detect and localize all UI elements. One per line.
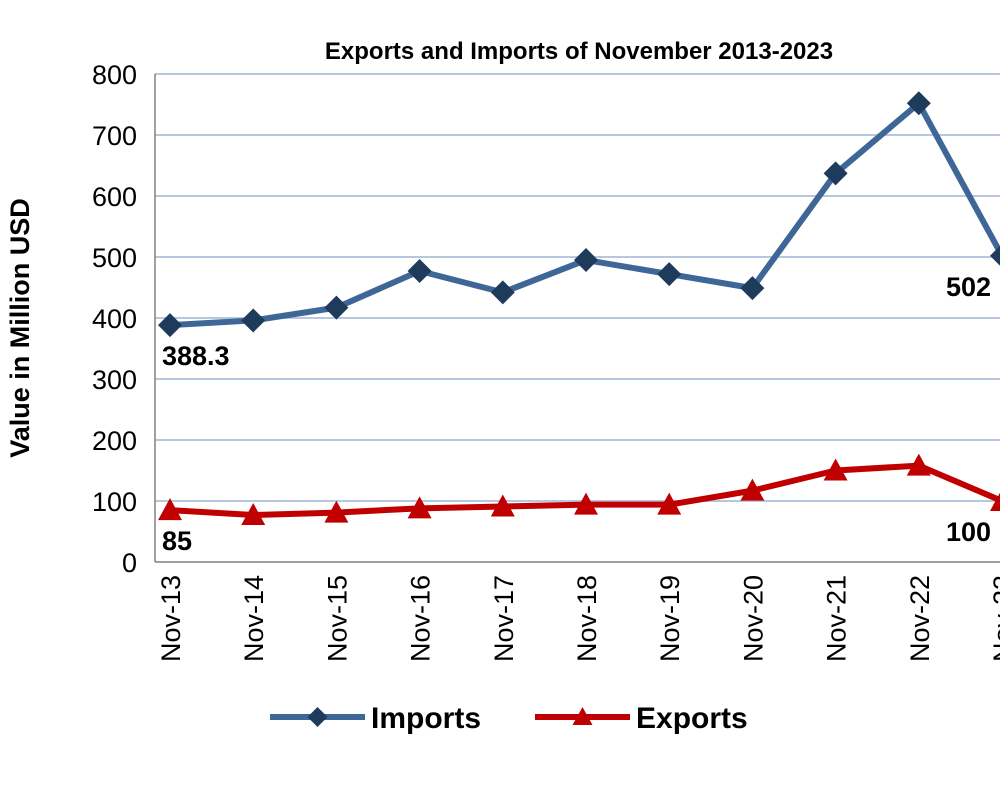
y-tick-label: 500: [92, 243, 137, 273]
x-tick-label: Nov-14: [239, 575, 269, 662]
imports-point: [574, 248, 598, 273]
x-tick-label: Nov-16: [406, 575, 436, 662]
imports-point: [740, 276, 765, 301]
x-tick-label: Nov-20: [738, 575, 768, 662]
x-tick-label: Nov-13: [156, 575, 186, 662]
y-tick-label: 800: [92, 60, 137, 90]
x-tick-label: Nov-21: [822, 575, 852, 662]
exports-point: [241, 503, 266, 526]
legend-diamond-icon: [307, 707, 328, 727]
x-tick-label: Nov-17: [489, 575, 519, 662]
imports-point: [823, 161, 848, 186]
imports-point: [407, 259, 432, 284]
data-label-exports: 100: [946, 517, 991, 547]
y-tick-labels: 0 100 200 300 400 500 600 700 800: [92, 60, 137, 578]
x-tick-label: Nov-23: [988, 575, 1000, 662]
x-tick-label: Nov-19: [655, 575, 685, 662]
exports-point: [823, 458, 848, 481]
exports-point: [158, 498, 182, 521]
exports-point: [740, 478, 765, 501]
y-tick-label: 0: [122, 548, 137, 578]
exports-point: [990, 492, 1000, 511]
imports-point: [657, 262, 682, 287]
imports-point: [158, 313, 182, 338]
y-tick-label: 700: [92, 121, 137, 151]
imports-point: [241, 308, 266, 333]
y-tick-label: 400: [92, 304, 137, 334]
y-tick-label: 100: [92, 487, 137, 517]
imports-point: [990, 245, 1000, 266]
exports-point: [574, 492, 598, 515]
legend-label-exports: Exports: [636, 702, 748, 735]
exports-point: [407, 496, 432, 519]
imports-point: [906, 91, 931, 116]
data-label-exports: 85: [162, 526, 192, 556]
chart-title: Exports and Imports of November 2013-202…: [325, 38, 833, 65]
series-group: 388.3 502 85 100: [158, 91, 1000, 556]
y-tick-label: 300: [92, 365, 137, 395]
x-tick-label: Nov-22: [905, 575, 935, 662]
imports-point: [324, 295, 349, 320]
legend-triangle-icon: [572, 707, 593, 725]
y-tick-label: 200: [92, 426, 137, 456]
x-tick-label: Nov-15: [322, 575, 352, 662]
series-line-imports: [169, 100, 1000, 329]
imports-point: [490, 280, 515, 305]
exports-point: [657, 492, 682, 515]
y-axis-label: Value in Million USD: [5, 198, 35, 458]
data-label-imports: 502: [946, 272, 991, 302]
legend-label-imports: Imports: [371, 702, 481, 735]
legend: Imports Exports: [270, 702, 748, 735]
x-tick-labels: Nov-13 Nov-14 Nov-15 Nov-16 Nov-17 Nov-18 Nov-…: [156, 575, 1000, 662]
exports-point: [906, 453, 931, 476]
y-tick-label: 600: [92, 182, 137, 212]
exports-point: [324, 500, 349, 523]
x-tick-label: Nov-18: [572, 575, 602, 662]
exports-point: [490, 494, 515, 517]
data-label-imports: 388.3: [162, 341, 230, 371]
